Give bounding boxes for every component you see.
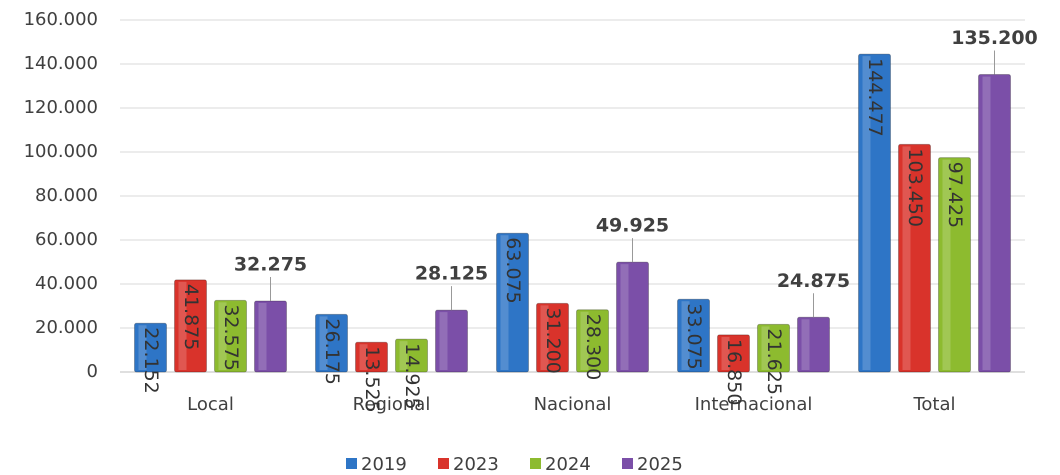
y-tick-label: 60.000 <box>35 229 98 250</box>
bar-shine <box>500 235 509 370</box>
x-tick-label: Internacional <box>695 394 813 415</box>
data-label: 97.425 <box>944 162 966 228</box>
bar <box>315 313 348 373</box>
legend-label: 2023 <box>453 454 499 475</box>
y-tick-label: 100.000 <box>24 141 98 162</box>
legend-label: 2025 <box>637 454 683 475</box>
legend-swatch <box>438 458 449 469</box>
bar-shine <box>178 281 187 370</box>
bar-shine <box>982 76 991 370</box>
data-label: 49.925 <box>596 215 669 237</box>
bar <box>496 232 529 373</box>
bar <box>938 157 971 373</box>
bar <box>898 143 931 373</box>
bar-shine <box>439 312 448 370</box>
x-tick-label: Regional <box>353 394 431 415</box>
y-tick-label: 120.000 <box>24 97 98 118</box>
bar-shine <box>258 302 267 370</box>
bar-shine <box>399 341 408 370</box>
data-label: 22.152 <box>140 327 162 393</box>
bar-shine <box>721 336 730 370</box>
data-label: 28.300 <box>582 314 604 380</box>
data-label: 144.477 <box>864 58 886 137</box>
data-label: 32.275 <box>234 253 307 275</box>
bar-shine <box>319 316 328 370</box>
data-label: 16.850 <box>723 339 745 405</box>
legend-swatch <box>530 458 541 469</box>
data-label: 14.925 <box>401 343 423 409</box>
y-tick-label: 0 <box>87 361 98 382</box>
bar-shine <box>761 326 770 370</box>
data-label: 33.075 <box>683 303 705 369</box>
bar-shine <box>942 159 951 370</box>
bar <box>858 53 891 373</box>
bar <box>757 323 790 373</box>
bar <box>576 309 609 373</box>
bar <box>677 298 710 373</box>
legend-swatch <box>346 458 357 469</box>
bar <box>536 302 569 373</box>
bar <box>134 322 167 373</box>
x-tick-label: Nacional <box>534 394 612 415</box>
bar <box>174 279 207 373</box>
y-tick-label: 80.000 <box>35 185 98 206</box>
legend-swatch <box>622 458 633 469</box>
legend-label: 2019 <box>361 454 407 475</box>
bar-shine <box>902 146 911 370</box>
data-label: 41.875 <box>180 284 202 350</box>
bar-shine <box>218 302 227 370</box>
data-label: 21.625 <box>763 328 785 394</box>
bar <box>717 334 750 373</box>
legend-label: 2024 <box>545 454 591 475</box>
y-tick-label: 40.000 <box>35 273 98 294</box>
data-label: 28.125 <box>415 263 488 285</box>
y-tick-label: 20.000 <box>35 317 98 338</box>
bar-shine <box>801 319 810 370</box>
bar-shine <box>862 56 871 370</box>
data-label: 24.875 <box>777 270 850 292</box>
y-tick-label: 160.000 <box>24 9 98 30</box>
data-label: 103.450 <box>904 148 926 227</box>
data-label: 13.525 <box>361 346 383 412</box>
bar-shine <box>580 311 589 370</box>
data-label: 31.200 <box>542 307 564 373</box>
data-label: 32.575 <box>220 304 242 370</box>
data-label: 26.175 <box>321 318 343 384</box>
bar <box>214 299 247 373</box>
bar-shine <box>138 325 147 370</box>
y-tick-label: 140.000 <box>24 53 98 74</box>
bar-shine <box>620 264 629 370</box>
x-tick-label: Local <box>187 394 234 415</box>
data-label: 63.075 <box>502 237 524 303</box>
x-tick-label: Total <box>912 394 955 415</box>
data-label: 135.200 <box>951 27 1038 49</box>
bar-shine <box>359 344 368 370</box>
bar-shine <box>540 305 549 370</box>
bar <box>355 341 388 373</box>
bar <box>395 338 428 373</box>
bar-shine <box>681 301 690 370</box>
